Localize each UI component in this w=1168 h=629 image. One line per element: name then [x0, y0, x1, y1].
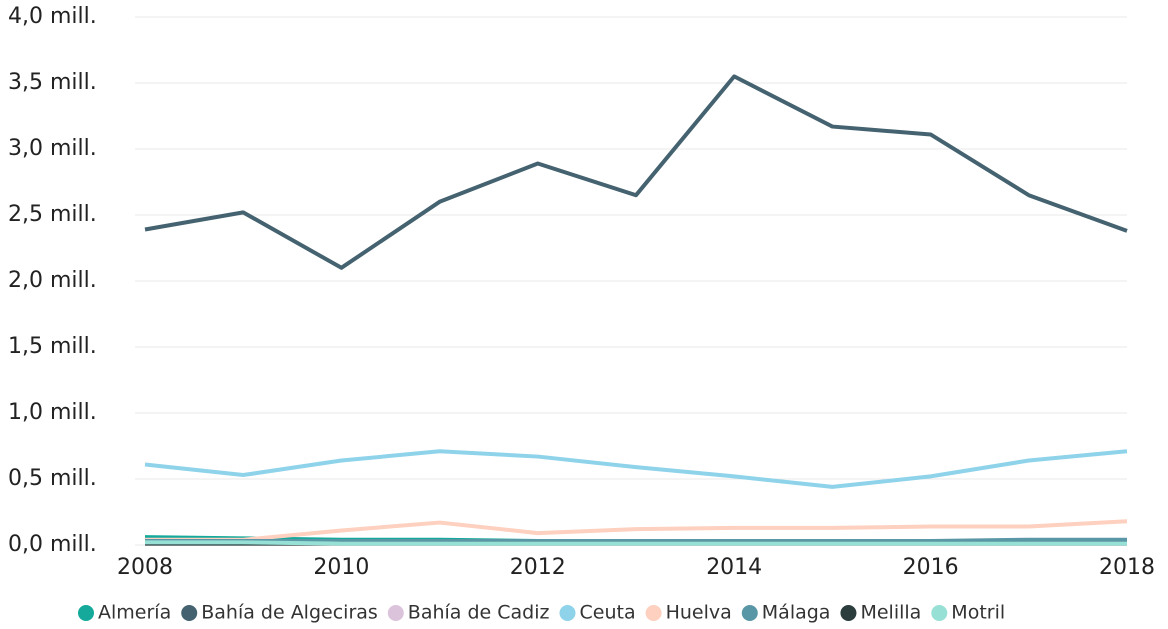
y-tick-label: 1,5 mill.: [8, 334, 97, 359]
series-line: [145, 519, 1128, 542]
x-tick-label: 2014: [706, 555, 762, 580]
y-tick-label: 1,0 mill.: [8, 400, 97, 425]
legend-marker: [78, 605, 94, 621]
x-tick-label: 2018: [1099, 555, 1155, 580]
legend-marker: [840, 605, 857, 621]
legend-marker: [645, 605, 662, 621]
y-tick-label: 2,5 mill.: [8, 202, 97, 227]
legend-label: Bahía de Cadiz: [408, 602, 550, 624]
x-tick-label: 2008: [117, 555, 173, 580]
y-tick-label: 2,0 mill.: [8, 268, 97, 293]
legend-marker: [559, 605, 576, 621]
x-tick-label: 2016: [903, 555, 959, 580]
y-tick-label: 3,5 mill.: [8, 70, 97, 95]
legend-marker: [387, 605, 404, 621]
legend-marker: [741, 605, 758, 621]
legend-label: Almería: [98, 602, 171, 624]
x-tick-label: 2012: [510, 555, 566, 580]
legend-label: Huelva: [666, 602, 732, 624]
series-line: [144, 449, 1128, 489]
y-tick-label: 3,0 mill.: [8, 136, 97, 161]
legend-label: Melilla: [860, 602, 921, 624]
legend-marker: [181, 605, 198, 621]
series-line: [144, 74, 1128, 270]
y-tick-label: 0,0 mill.: [8, 532, 97, 557]
series-line: [145, 540, 1127, 546]
legend-marker: [931, 605, 948, 621]
legend-label: Motril: [951, 602, 1005, 624]
legend-label: Bahía de Algeciras: [201, 602, 378, 624]
y-tick-label: 4,0 mill.: [8, 4, 97, 29]
y-tick-label: 0,5 mill.: [8, 466, 97, 491]
series-line: [145, 537, 1127, 544]
x-tick-label: 2010: [313, 555, 369, 580]
legend-label: Málaga: [762, 602, 831, 624]
legend-label: Ceuta: [580, 602, 636, 624]
